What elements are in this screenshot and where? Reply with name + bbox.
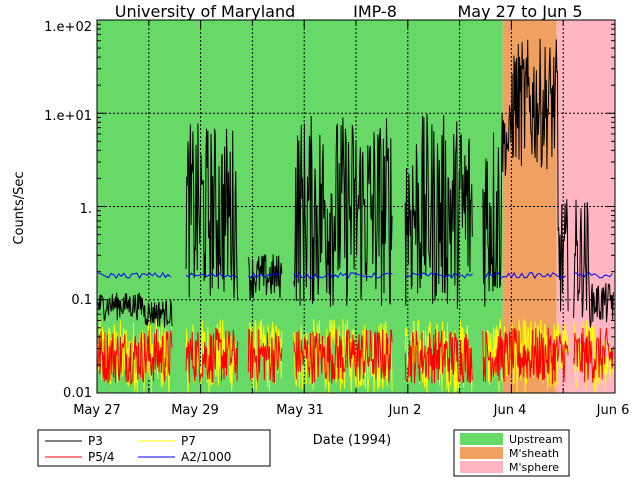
series-legend: P3 P7 P5/4 A2/1000 bbox=[37, 429, 271, 467]
y-tick-label-0.1: 0.1 bbox=[71, 293, 92, 308]
x-tick-label-jun4: Jun 4 bbox=[493, 403, 527, 418]
series-line-p3 bbox=[97, 38, 614, 328]
x-axis-label: Date (1994) bbox=[313, 433, 391, 448]
series-lines bbox=[97, 38, 614, 394]
legend-label-msphere: M'sphere bbox=[509, 461, 559, 474]
legend-label-a2: A2/1000 bbox=[181, 450, 231, 464]
series-line-a21000 bbox=[97, 271, 613, 280]
axis-ticks bbox=[96, 19, 616, 394]
legend-label-p3: P3 bbox=[88, 434, 103, 448]
legend-swatch-msphere bbox=[460, 461, 503, 473]
y-axis-label: Counts/Sec bbox=[12, 171, 27, 244]
y-tick-label-0.01: 0.01 bbox=[63, 386, 92, 401]
legend-label-msheath: M'sheath bbox=[509, 447, 559, 460]
series-line-p54 bbox=[97, 327, 614, 385]
y-tick-label-1: 1. bbox=[80, 202, 92, 217]
series-legend-box bbox=[37, 429, 271, 467]
legend-swatch-msheath bbox=[460, 447, 503, 459]
region-legend: Upstream M'sheath M'sphere bbox=[453, 429, 570, 477]
x-tick-label-may27: May 27 bbox=[73, 403, 121, 418]
y-tick-label-100: 1.e+02 bbox=[44, 20, 92, 35]
x-tick-label-jun2: Jun 2 bbox=[388, 403, 422, 418]
x-tick-label-jun6: Jun 6 bbox=[596, 403, 630, 418]
legend-swatch-upstream bbox=[460, 433, 503, 445]
x-tick-label-may29: May 29 bbox=[171, 403, 219, 418]
chart-title-part-2: IMP-8 bbox=[353, 2, 397, 21]
chart-title-part-1: University of Maryland bbox=[115, 2, 296, 21]
legend-label-p54: P5/4 bbox=[88, 450, 115, 464]
legend-label-upstream: Upstream bbox=[509, 433, 563, 446]
x-tick-label-may31: May 31 bbox=[276, 403, 324, 418]
chart-title-part-3: May 27 to Jun 5 bbox=[457, 2, 582, 21]
y-tick-label-10: 1.e+01 bbox=[44, 109, 92, 124]
legend-label-p7: P7 bbox=[181, 434, 196, 448]
